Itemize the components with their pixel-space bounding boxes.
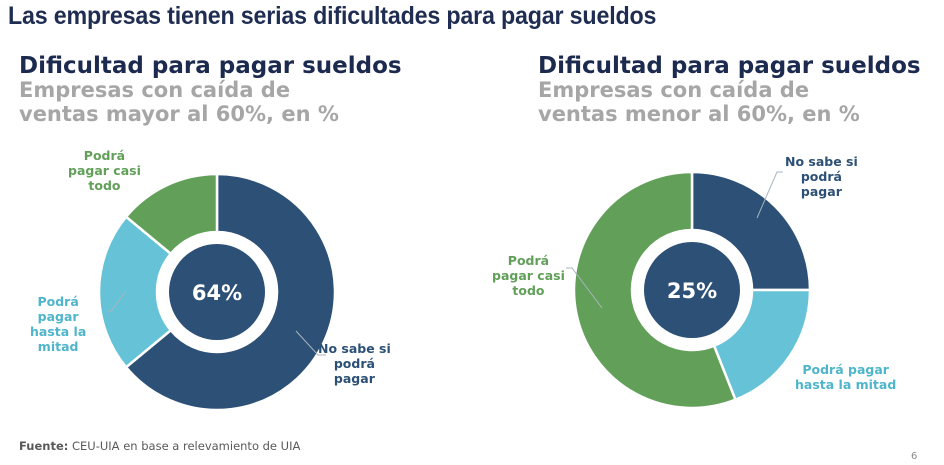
source-text: CEU-UIA en base a relevamiento de UIA — [68, 439, 301, 453]
chart1-center-label: 25% — [667, 279, 717, 303]
right-label-casi-todo: Podrá pagar casi todo — [492, 253, 565, 298]
slide-title: Las empresas tienen serias dificultades … — [8, 2, 657, 30]
slice-label-line: pagar casi — [492, 268, 565, 283]
slice-label-line: Podrá pagar — [802, 362, 889, 377]
left-chart-subtitle-line2: ventas mayor al 60%, en % — [19, 102, 339, 126]
slice-label-line: todo — [88, 178, 121, 193]
slice-label-line: Podrá — [37, 294, 79, 309]
slice-label-line: Podrá — [83, 148, 126, 163]
left-label-casi-todo: Podrá pagar casi todo — [68, 148, 141, 193]
chart0-slice-2 — [124, 172, 219, 256]
slice-label-line: No sabe si — [318, 341, 391, 356]
chart1-center-disk — [644, 242, 740, 338]
source-note: Fuente: CEU-UIA en base a relevamiento d… — [19, 439, 300, 453]
slice-label-line: pagar — [37, 309, 79, 324]
slice-label-line: hasta la mitad — [795, 377, 897, 392]
left-label-hasta-la-mitad: Podrá pagar hasta la mitad — [30, 294, 86, 354]
slice-label-line: pagar casi — [68, 163, 141, 178]
right-label-hasta-la-mitad: Podrá pagar hasta la mitad — [795, 362, 896, 392]
slice-label-line: todo — [512, 283, 545, 298]
chart1-leader-line-0 — [756, 171, 783, 219]
chart0-leader-line-1 — [107, 291, 126, 313]
left-chart-title: Dificultad para pagar sueldos — [19, 53, 402, 79]
chart0-center-disk — [169, 244, 265, 340]
slice-label-line: pagar — [333, 371, 375, 386]
right-chart-title: Dificultad para pagar sueldos — [538, 53, 921, 79]
chart0-slice-0 — [124, 172, 337, 412]
source-label: Fuente: — [19, 439, 69, 453]
left-label-no-sabe: No sabe si podrá pagar — [318, 341, 391, 386]
right-label-no-sabe: No sabe si podrá pagar — [785, 154, 858, 199]
chart0-center-label: 64% — [192, 281, 242, 305]
right-chart-subtitle-line1: Empresas con caída de — [538, 78, 810, 102]
chart1-slice-2 — [572, 170, 738, 410]
chart1-leader-line-2 — [566, 267, 603, 309]
page-number: 6 — [911, 451, 918, 462]
chart1-slice-0 — [690, 170, 812, 292]
slice-label-line: hasta la — [30, 324, 87, 339]
slice-label-line: Podrá — [507, 253, 550, 268]
slice-label-line: No sabe si — [785, 154, 858, 169]
slice-label-line: podrá — [333, 356, 375, 371]
right-chart-subtitle-line2: ventas menor al 60%, en % — [538, 102, 860, 126]
left-chart-subtitle-line1: Empresas con caída de — [19, 78, 291, 102]
slice-label-line: mitad — [37, 339, 79, 354]
chart0-leader-line-0 — [295, 330, 326, 356]
slice-label-line: pagar — [800, 184, 842, 199]
slice-label-line: podrá — [800, 169, 842, 184]
chart0-slice-1 — [97, 215, 173, 369]
